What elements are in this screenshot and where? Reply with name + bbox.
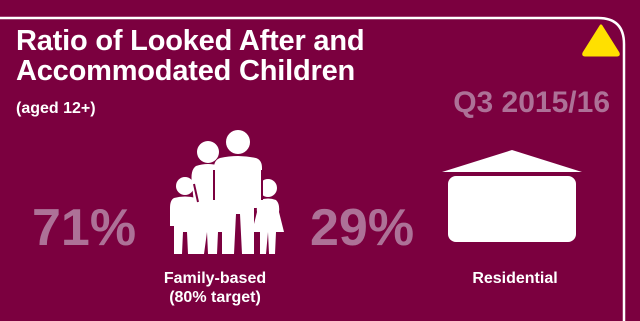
family-based-label-line-2: (80% target) — [169, 289, 261, 306]
family-based-percent: 71% — [32, 199, 137, 257]
residential-percent: 29% — [310, 199, 415, 257]
family-based-label-line-1: Family-based — [163, 270, 267, 287]
family-icon — [170, 130, 284, 254]
warning-triangle-icon — [582, 24, 620, 57]
card-title: Ratio of Looked After and Accommodated C… — [16, 25, 365, 87]
title-line-1: Ratio of Looked After and — [16, 25, 365, 57]
age-subtitle: (aged 12+) — [16, 100, 96, 117]
title-line-2: Accommodated Children — [16, 55, 356, 87]
residential-label: Residential — [472, 270, 558, 287]
period-label: Q3 2015/16 — [453, 86, 610, 119]
family-based-label: Family-based (80% target) — [140, 269, 290, 307]
building-icon — [442, 150, 582, 242]
